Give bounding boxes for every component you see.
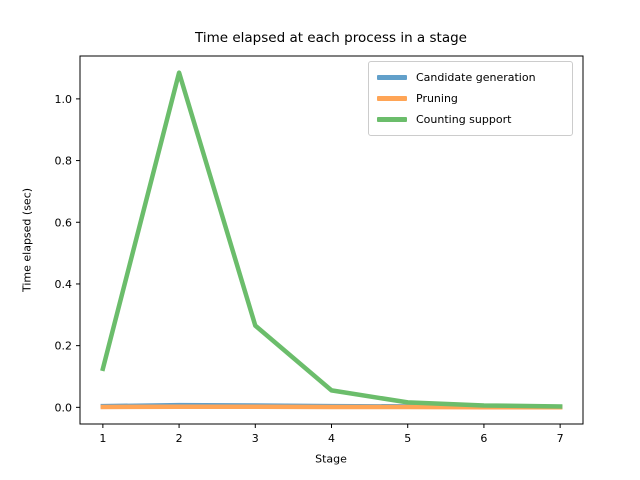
y-tick-label: 0.8 — [55, 155, 73, 168]
legend-item-candidate-generation: Candidate generation — [377, 67, 564, 88]
x-tick-label: 1 — [99, 432, 106, 445]
series-line-counting-support — [100, 70, 563, 409]
legend-label: Counting support — [416, 113, 512, 126]
x-tick-label: 3 — [252, 432, 259, 445]
y-tick-label: 0.2 — [55, 340, 73, 353]
y-tick-label: 0.6 — [55, 216, 73, 229]
legend-label: Candidate generation — [416, 71, 536, 84]
y-tick-label: 0.4 — [55, 278, 73, 291]
x-tick-label: 7 — [557, 432, 564, 445]
y-tick-label: 0.0 — [55, 401, 73, 414]
legend-swatch — [377, 75, 407, 80]
legend-label: Pruning — [416, 92, 458, 105]
legend-swatch — [377, 96, 407, 101]
legend-swatch — [377, 117, 407, 122]
x-tick-label: 2 — [176, 432, 183, 445]
y-tick-label: 1.0 — [55, 93, 73, 106]
x-tick-label: 6 — [480, 432, 487, 445]
legend-item-pruning: Pruning — [377, 88, 564, 109]
x-tick-label: 5 — [404, 432, 411, 445]
x-axis-label: Stage — [315, 452, 347, 466]
legend: Candidate generation Pruning Counting supp… — [368, 61, 573, 136]
y-axis-label: Time elapsed (sec) — [20, 187, 34, 293]
legend-item-counting-support: Counting support — [377, 109, 564, 130]
chart-title: Time elapsed at each process in a stage — [195, 30, 467, 46]
x-tick-label: 4 — [328, 432, 335, 445]
